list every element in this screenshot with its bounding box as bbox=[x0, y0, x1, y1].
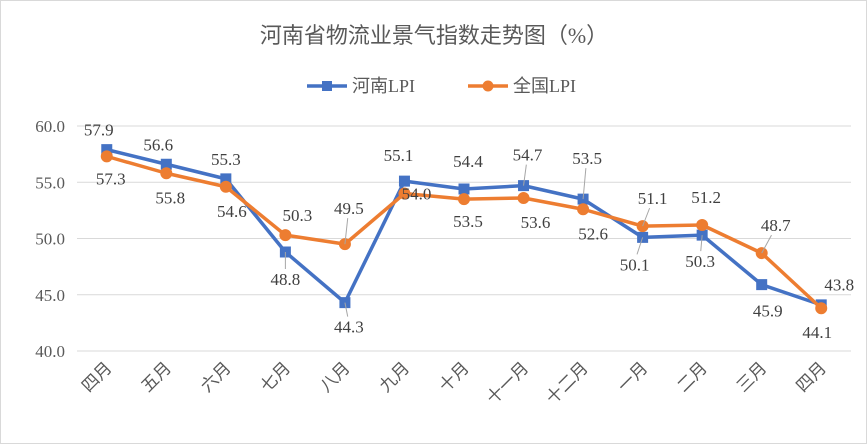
point-marker-henan bbox=[398, 175, 410, 187]
data-label-national: 49.5 bbox=[334, 199, 364, 218]
x-tick-label: 五月 bbox=[138, 358, 175, 395]
x-tick-label: 二月 bbox=[674, 358, 711, 395]
data-label-henan: 53.5 bbox=[572, 149, 602, 168]
data-label-national: 43.8 bbox=[824, 275, 854, 294]
data-label-henan: 45.9 bbox=[753, 302, 783, 321]
label-leader-line bbox=[344, 218, 349, 245]
legend-label-henan: 河南LPI bbox=[352, 76, 415, 96]
data-label-national: 55.8 bbox=[155, 188, 185, 207]
y-tick-label: 45.0 bbox=[35, 286, 65, 305]
point-marker-national bbox=[160, 167, 173, 180]
data-label-national: 48.7 bbox=[761, 216, 791, 235]
point-marker-national bbox=[458, 193, 470, 206]
point-marker-national bbox=[577, 203, 590, 216]
data-label-national: 54.6 bbox=[217, 202, 247, 221]
point-marker-henan bbox=[458, 183, 470, 195]
point-marker-henan bbox=[756, 279, 768, 291]
label-leaders bbox=[284, 164, 772, 317]
chart-title: 河南省物流业景气指数走势图（%） bbox=[260, 23, 608, 48]
x-tick-label: 四月 bbox=[793, 358, 830, 395]
x-tick-label: 六月 bbox=[197, 358, 234, 395]
point-marker-national bbox=[517, 192, 530, 204]
label-leader-line bbox=[700, 235, 703, 252]
point-marker-national bbox=[815, 302, 828, 315]
x-tick-label: 九月 bbox=[376, 358, 413, 395]
y-tick-label: 55.0 bbox=[35, 173, 65, 192]
data-label-national: 50.3 bbox=[283, 206, 313, 225]
data-label-henan: 54.4 bbox=[453, 152, 483, 171]
y-tick-label: 50.0 bbox=[35, 230, 65, 249]
data-label-henan: 44.3 bbox=[334, 318, 364, 337]
data-label-national: 53.5 bbox=[453, 212, 483, 231]
data-label-henan: 56.6 bbox=[143, 135, 173, 154]
label-leader-line bbox=[523, 164, 527, 186]
x-tick-label: 四月 bbox=[78, 358, 115, 395]
data-label-henan: 48.8 bbox=[271, 270, 301, 289]
label-leader-line bbox=[582, 168, 587, 200]
data-label-henan: 57.9 bbox=[84, 121, 114, 140]
point-marker-national bbox=[696, 219, 709, 231]
label-leader-line bbox=[642, 207, 651, 227]
data-label-national: 57.3 bbox=[96, 169, 126, 188]
x-tick-label: 三月 bbox=[733, 358, 770, 395]
data-label-national: 51.1 bbox=[638, 189, 668, 208]
data-label-national: 51.2 bbox=[691, 188, 721, 207]
data-label-henan: 50.3 bbox=[685, 252, 715, 271]
point-marker-national bbox=[398, 187, 411, 200]
point-marker-national bbox=[219, 180, 232, 193]
label-leader-line bbox=[761, 234, 772, 254]
point-marker-national bbox=[279, 229, 292, 242]
y-axis-ticks: 40.0 45.0 50.0 55.0 60.0 bbox=[35, 117, 65, 361]
point-marker-national bbox=[100, 150, 113, 163]
y-tick-label: 40.0 bbox=[35, 342, 65, 361]
x-tick-label: 十一月 bbox=[483, 358, 532, 407]
x-tick-label: 十二月 bbox=[542, 358, 591, 407]
data-labels: 57.9 56.6 55.3 48.8 44.3 55.1 54.4 54.7 53.5 50.1… bbox=[84, 121, 854, 342]
data-label-henan: 44.1 bbox=[802, 323, 832, 342]
x-axis-ticks: 四月 五月 六月 七月 八月 九月 十月 十一月 十二月 一月 二月 三月 四月 bbox=[78, 358, 830, 407]
x-tick-label: 八月 bbox=[316, 358, 353, 395]
data-label-henan: 55.1 bbox=[384, 146, 414, 165]
y-tick-label: 60.0 bbox=[35, 117, 65, 136]
label-leader-line bbox=[344, 302, 349, 317]
legend-marker-national bbox=[482, 80, 494, 92]
legend-label-national: 全国LPI bbox=[513, 76, 576, 96]
x-tick-label: 七月 bbox=[257, 358, 294, 395]
legend-marker-henan bbox=[322, 81, 332, 91]
data-label-henan: 55.3 bbox=[211, 150, 241, 169]
data-label-henan: 54.7 bbox=[513, 146, 543, 165]
data-label-national: 53.6 bbox=[521, 213, 551, 232]
legend: 河南LPI 全国LPI bbox=[307, 76, 576, 96]
label-leader-line bbox=[636, 237, 644, 255]
x-tick-label: 一月 bbox=[614, 358, 651, 395]
x-tick-label: 十月 bbox=[435, 358, 472, 395]
series-line-national bbox=[106, 154, 823, 310]
data-label-national: 52.6 bbox=[578, 224, 608, 243]
data-label-national: 54.0 bbox=[402, 185, 432, 204]
data-label-henan: 50.1 bbox=[620, 255, 650, 274]
